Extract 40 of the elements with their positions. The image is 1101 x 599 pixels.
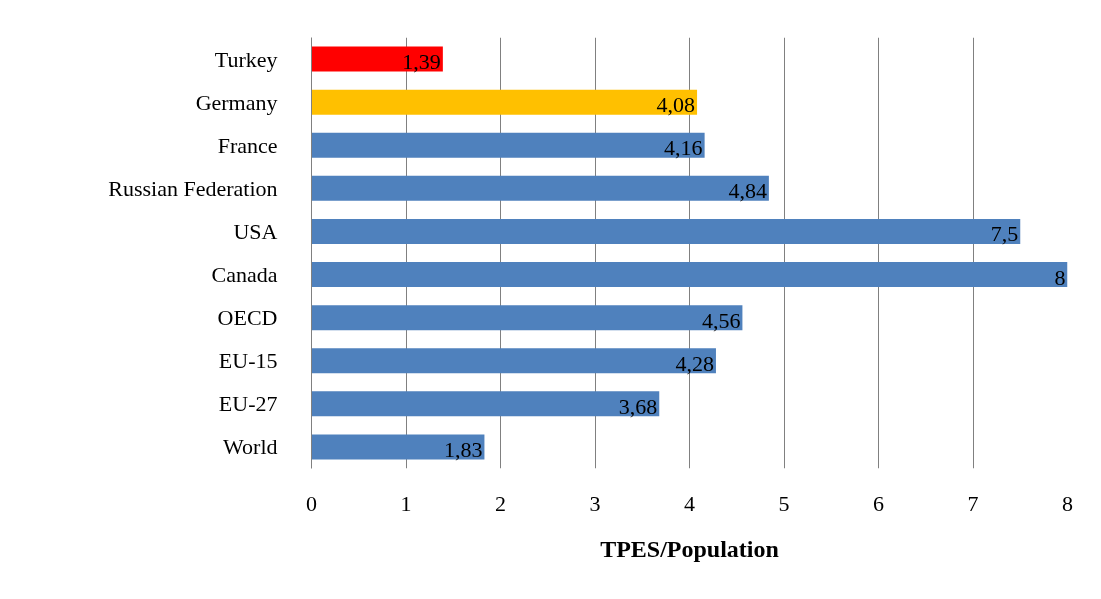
y-tick-label: USA <box>233 218 278 244</box>
x-tick-label: 0 <box>306 490 317 516</box>
data-label: 3,68 <box>618 393 658 419</box>
x-tick-label: 5 <box>778 490 790 516</box>
data-label: 4,28 <box>675 350 714 376</box>
y-tick-label: Russian Federation <box>108 175 278 201</box>
x-tick-label: 1 <box>400 490 412 516</box>
bar <box>311 391 660 417</box>
bar <box>311 175 769 201</box>
data-label: 4,08 <box>656 92 696 118</box>
bar <box>311 348 716 374</box>
x-tick-label: 7 <box>967 490 979 516</box>
bar <box>311 262 1068 288</box>
y-tick-label: Turkey <box>214 46 278 72</box>
data-label: 1,39 <box>402 49 441 75</box>
y-tick-label: EU-27 <box>218 391 278 417</box>
bar <box>311 46 443 72</box>
bar <box>311 132 705 158</box>
bar <box>311 434 485 460</box>
data-label: 4,84 <box>728 178 767 204</box>
data-label: 8 <box>1054 264 1066 290</box>
y-tick-label: Canada <box>211 262 278 288</box>
y-tick-label: EU-15 <box>218 348 278 374</box>
data-label: 7,5 <box>990 221 1019 247</box>
x-axis-title: TPES/Population <box>600 535 779 562</box>
bar <box>311 218 1021 244</box>
x-tick-label: 6 <box>873 490 884 516</box>
y-tick-label: OECD <box>217 305 278 331</box>
bar <box>311 89 698 115</box>
x-tick-label: 3 <box>589 490 601 516</box>
data-label: 4,56 <box>701 307 741 333</box>
x-tick-label: 2 <box>495 490 506 516</box>
x-tick-label: 4 <box>684 490 695 516</box>
data-label: 4,16 <box>664 135 703 161</box>
y-tick-label: World <box>223 434 278 460</box>
x-tick-label: 8 <box>1062 490 1073 516</box>
y-tick-label: Germany <box>195 89 278 115</box>
data-label: 1,83 <box>443 436 483 462</box>
bar <box>311 305 743 331</box>
y-tick-label: France <box>217 132 278 158</box>
